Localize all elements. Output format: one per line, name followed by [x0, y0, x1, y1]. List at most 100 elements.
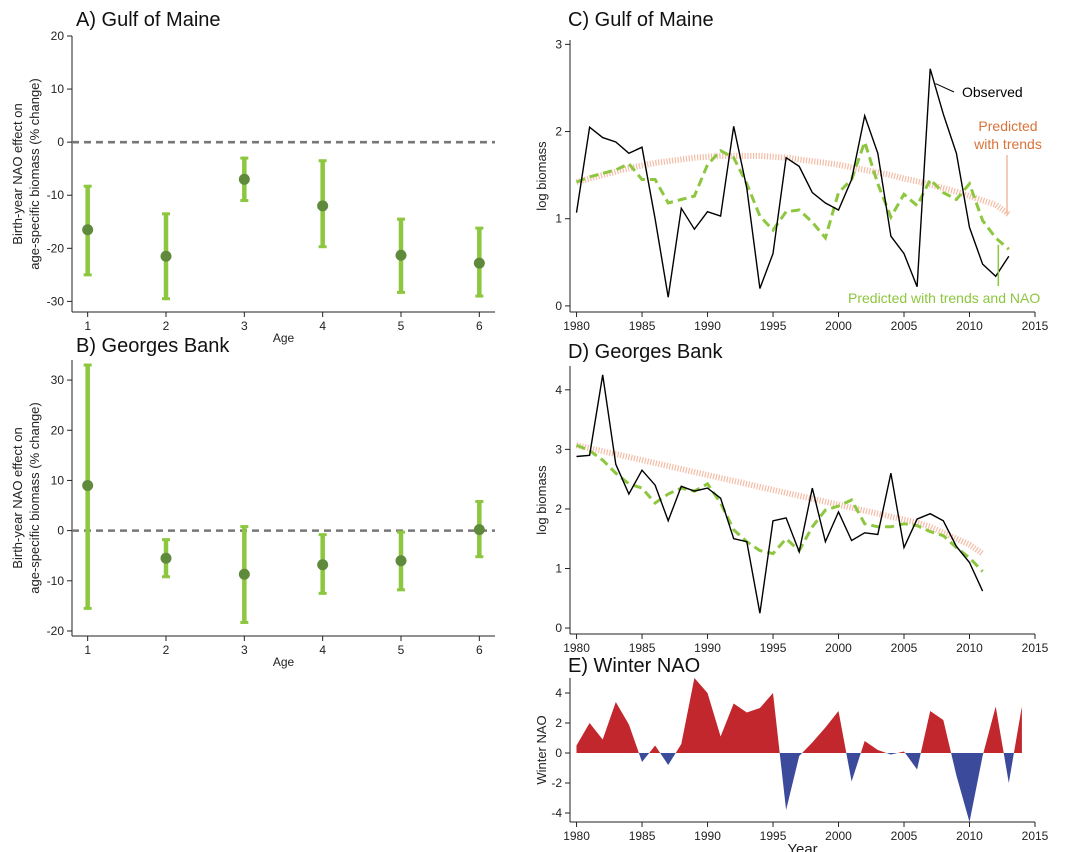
y-tick-label: 3	[555, 442, 562, 456]
observed-series-line	[575, 68, 1010, 298]
y-axis-label: Birth-year NAO effect on	[10, 103, 25, 244]
x-tick-label: 1985	[629, 829, 656, 843]
x-tick-label: 2015	[1022, 829, 1049, 843]
estimate-point	[238, 173, 250, 185]
x-tick-label: 6	[476, 319, 483, 333]
panel-b-georges-bank-age-effects: -20 -10 0 10 20 30 1 2 3 4 5 6 B) Georges Bank Birth-…	[10, 335, 495, 669]
estimate-point	[160, 552, 172, 564]
x-tick-label: 1995	[760, 641, 787, 655]
y-tick-label: -10	[47, 188, 65, 202]
panel-a-gulf-of-maine-age-effects: -30 -20 -10 0 10 20 1 2 3 4 5 6 A) Gulf of Maine Birt…	[10, 9, 495, 345]
x-tick-label: 1980	[563, 829, 590, 843]
y-tick-label: -20	[47, 241, 65, 255]
observed-series-line	[576, 374, 984, 614]
predicted-trends-series-line	[575, 152, 1011, 217]
estimate-point	[238, 568, 250, 580]
y-tick-label: 2	[555, 716, 562, 730]
x-tick-label: 1990	[694, 641, 721, 655]
panel-title: C) Gulf of Maine	[568, 9, 714, 31]
y-tick-label: -20	[47, 624, 65, 638]
predicted-nao-annotation: Predicted with trends and NAO	[848, 290, 1040, 306]
x-tick-label: 2000	[825, 319, 852, 333]
predicted-trends-series-line	[575, 442, 985, 557]
x-tick-label: 1980	[563, 641, 590, 655]
estimate-point	[317, 200, 329, 212]
x-tick-label: 2005	[891, 829, 918, 843]
y-axis-label: age-specific biomass (% change)	[27, 402, 42, 593]
y-tick-label: 10	[51, 82, 65, 96]
predicted-trends-nao-series-line	[575, 443, 984, 573]
x-tick-label: 1990	[694, 829, 721, 843]
observed-callout-line	[935, 83, 955, 93]
y-axis-label: Winter NAO	[534, 715, 549, 784]
estimate-point	[82, 224, 94, 236]
x-tick-label: 1985	[629, 641, 656, 655]
panel-title: A) Gulf of Maine	[76, 9, 221, 31]
negative-nao-area	[576, 753, 1022, 822]
y-tick-label: 0	[555, 299, 562, 313]
x-tick-label: 1995	[760, 829, 787, 843]
x-tick-label: 3	[241, 319, 248, 333]
estimate-point	[395, 249, 407, 261]
y-tick-label: 0	[555, 621, 562, 635]
x-tick-label: 2	[163, 643, 170, 657]
predicted-trends-annotation: Predicted	[978, 118, 1037, 134]
x-tick-label: 2015	[1022, 641, 1049, 655]
y-axis-label: log biomass	[534, 465, 549, 535]
y-tick-label: 0	[57, 135, 64, 149]
y-tick-label: 1	[555, 212, 562, 226]
y-tick-label: -10	[47, 574, 65, 588]
x-tick-label: 4	[319, 319, 326, 333]
predicted-trends-annotation: with trends	[973, 136, 1042, 152]
panel-title: B) Georges Bank	[76, 335, 230, 357]
x-tick-label: 2000	[825, 641, 852, 655]
predicted-trends-nao-series-line	[575, 137, 1010, 251]
x-tick-label: 1990	[694, 319, 721, 333]
y-axis-label: log biomass	[534, 141, 549, 211]
y-tick-label: 2	[555, 125, 562, 139]
x-tick-label: 2005	[891, 319, 918, 333]
y-tick-label: 20	[51, 423, 65, 437]
panel-title: E) Winter NAO	[568, 655, 700, 677]
x-tick-label: 2010	[956, 319, 983, 333]
x-tick-label: 5	[398, 319, 405, 333]
x-tick-label: 2010	[956, 641, 983, 655]
y-tick-label: 3	[555, 37, 562, 51]
y-tick-label: 4	[555, 383, 562, 397]
y-axis-label: Birth-year NAO effect on	[10, 427, 25, 568]
x-axis-label: Age	[273, 331, 295, 345]
x-tick-label: 1	[84, 319, 91, 333]
y-tick-label: 10	[51, 473, 65, 487]
y-tick-label: 0	[555, 746, 562, 760]
estimate-point	[473, 524, 485, 536]
y-tick-label: -30	[47, 294, 65, 308]
x-tick-label: 2000	[825, 829, 852, 843]
x-tick-label: 3	[241, 643, 248, 657]
x-tick-label: 2010	[956, 829, 983, 843]
x-tick-label: 1995	[760, 319, 787, 333]
estimate-point	[82, 479, 94, 491]
y-tick-label: 30	[51, 373, 65, 387]
y-tick-label: 1	[555, 561, 562, 575]
x-tick-label: 4	[319, 643, 326, 657]
x-axis-label: Year	[787, 841, 817, 852]
y-tick-label: -2	[551, 776, 562, 790]
panel-d-georges-bank-log-biomass: 0 1 2 3 4 1980 1985 1990 1995 2000 2005 2010 2015 D) …	[534, 341, 1049, 655]
x-tick-label: 1985	[629, 319, 656, 333]
estimate-point	[317, 559, 329, 571]
observed-annotation: Observed	[962, 84, 1023, 100]
x-axis-label: Age	[273, 655, 295, 669]
x-tick-label: 2	[163, 319, 170, 333]
estimate-point	[395, 555, 407, 567]
y-tick-label: 2	[555, 502, 562, 516]
y-tick-label: 4	[555, 686, 562, 700]
positive-nao-area	[576, 678, 1022, 753]
estimate-point	[160, 250, 172, 262]
panel-c-gulf-of-maine-log-biomass: 0 1 2 3 1980 1985 1990 1995 2000 2005 2010 2015 C) G…	[534, 9, 1049, 333]
y-axis-label: age-specific biomass (% change)	[27, 78, 42, 269]
x-tick-label: 2015	[1022, 319, 1049, 333]
y-tick-label: 20	[51, 29, 65, 43]
estimate-point	[473, 257, 485, 269]
y-tick-label: -4	[551, 806, 562, 820]
